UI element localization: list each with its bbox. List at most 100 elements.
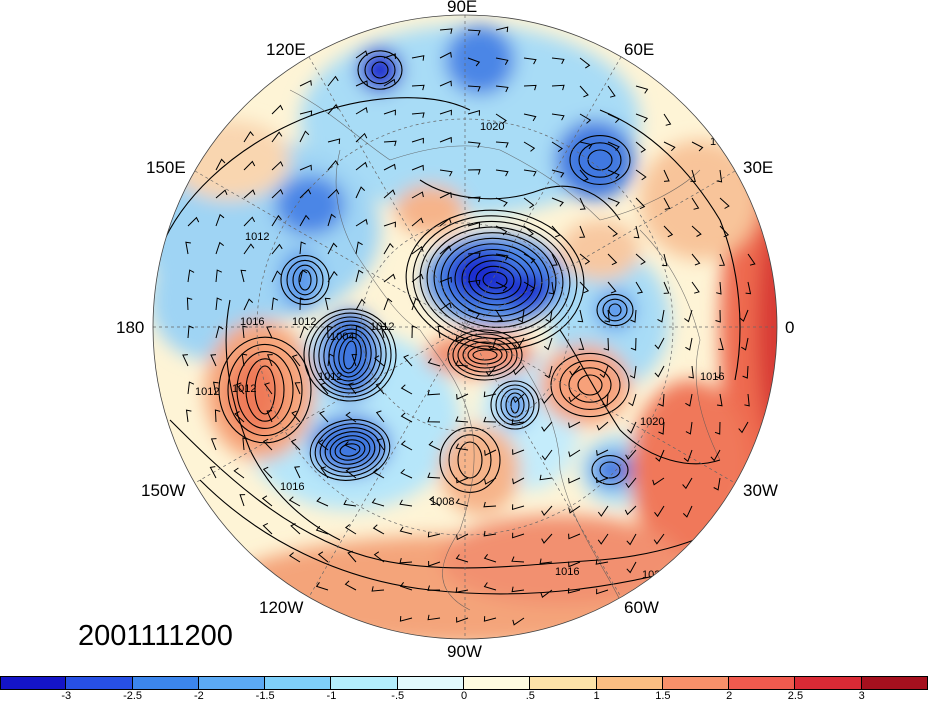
wind-barb <box>483 391 497 398</box>
wind-barb <box>327 188 340 199</box>
isobar-line <box>510 396 520 414</box>
wind-barb <box>545 309 553 323</box>
colorbar-tick-label: 2 <box>726 690 733 702</box>
wind-barb <box>209 466 217 479</box>
wind-barb <box>523 169 537 177</box>
wind-barb <box>607 225 618 237</box>
wind-barb <box>376 438 385 451</box>
wind-barb <box>439 169 453 177</box>
wind-barb <box>439 80 452 87</box>
lon-label-90w: 90W <box>447 642 482 661</box>
wind-barb <box>483 501 497 508</box>
wind-barb <box>747 253 756 266</box>
wind-barb <box>427 472 441 479</box>
isobar-line <box>468 260 522 300</box>
wind-barb <box>684 309 693 323</box>
wind-barb <box>187 269 195 283</box>
wind-barb <box>271 160 284 171</box>
isobar-label: 1012 <box>370 321 394 333</box>
wind-barb <box>439 245 452 255</box>
wind-barb <box>439 136 452 143</box>
isobar-line <box>596 293 634 327</box>
lon-label-120w: 120W <box>259 598 304 617</box>
wind-barb <box>212 381 219 395</box>
isobar-line <box>472 349 498 361</box>
wind-barb <box>383 53 396 60</box>
wind-barb <box>355 269 364 283</box>
wind-barb <box>716 281 722 295</box>
wind-barb <box>551 141 563 152</box>
wind-barb <box>607 85 616 98</box>
wind-barb <box>383 163 396 171</box>
colorbar-swatch <box>530 676 597 690</box>
wind-barb <box>400 440 413 451</box>
isobar-line <box>447 329 523 381</box>
wind-barb <box>411 84 425 91</box>
wind-barb <box>383 189 396 199</box>
wind-barb <box>243 189 256 199</box>
wind-barb <box>663 113 672 126</box>
wind-barb <box>288 552 301 563</box>
wind-barb <box>343 499 357 507</box>
wind-barb <box>383 273 396 283</box>
wind-barb <box>682 505 693 518</box>
wind-barb <box>714 365 721 379</box>
wind-barb <box>495 309 503 322</box>
wind-barb <box>595 559 609 565</box>
wind-barb <box>467 279 481 286</box>
wind-barb <box>186 297 193 311</box>
wind-barb <box>539 558 553 565</box>
wind-barb <box>428 440 441 451</box>
wind-barb <box>551 253 558 266</box>
wind-barb <box>511 556 525 563</box>
isobar-label: 1012 <box>195 386 219 398</box>
wind-barb <box>467 29 481 36</box>
wind-barb <box>383 297 393 311</box>
wind-barb <box>597 505 609 517</box>
wind-barb <box>652 477 665 486</box>
isobar-line <box>236 351 294 429</box>
wind-barb <box>400 412 413 423</box>
wind-barb <box>719 197 730 209</box>
wind-barb <box>690 169 696 183</box>
wind-barb <box>411 137 424 144</box>
wind-barb <box>243 216 256 227</box>
wind-barb <box>567 587 581 594</box>
wind-barb <box>355 241 363 255</box>
wind-barb <box>299 325 309 339</box>
wind-barb <box>439 28 453 34</box>
wind-barb <box>685 421 693 435</box>
wind-barb <box>215 213 225 227</box>
wind-barb <box>243 160 256 171</box>
wind-barb <box>484 449 497 456</box>
wind-barb <box>187 381 195 395</box>
isobar-line <box>405 209 585 351</box>
wind-barb <box>327 75 339 87</box>
wind-barb <box>439 217 452 227</box>
isobar-line <box>587 149 613 171</box>
wind-barb <box>577 309 584 323</box>
wind-barb <box>266 354 273 367</box>
isobar-line <box>448 434 492 486</box>
wind-barb <box>685 393 693 407</box>
wind-barb <box>551 197 564 207</box>
wind-barb <box>467 110 481 116</box>
wind-barb <box>541 393 553 404</box>
wind-barb <box>327 242 338 255</box>
wind-barb <box>290 523 301 535</box>
wind-barb <box>569 365 581 377</box>
wind-barb <box>741 337 749 351</box>
wind-barb <box>626 533 637 546</box>
wind-barb <box>371 498 385 507</box>
isobar-line <box>313 316 387 394</box>
wind-barb <box>742 365 749 379</box>
wind-barb <box>691 225 702 237</box>
wind-barb <box>604 309 610 323</box>
lon-label-150e: 150E <box>146 158 186 177</box>
wind-barb <box>271 188 284 199</box>
colorbar-tick-label: 1.5 <box>655 690 671 702</box>
wind-barb <box>291 410 301 423</box>
wind-barb <box>495 225 508 236</box>
wind-barb <box>411 273 424 283</box>
colorbar-swatch <box>397 676 464 690</box>
